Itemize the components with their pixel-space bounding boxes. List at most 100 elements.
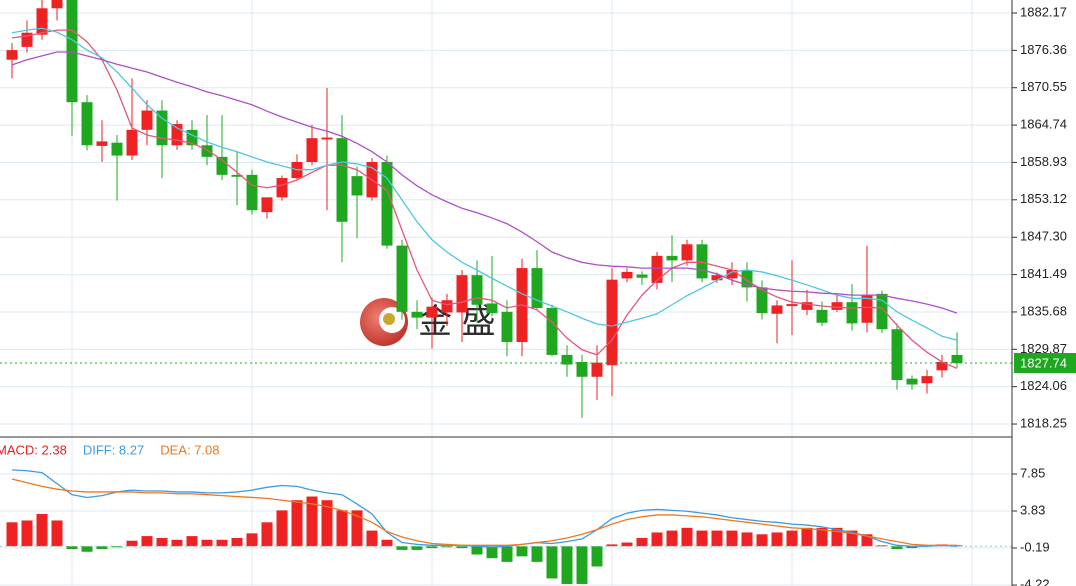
candle-body	[876, 293, 888, 330]
moving-average-line	[11, 27, 958, 341]
candle-body	[186, 129, 198, 146]
macd-line	[11, 469, 958, 548]
last-price-label: 1827.74	[1020, 355, 1067, 370]
candle-body	[561, 354, 573, 365]
macd-bar	[381, 539, 393, 547]
candle-body	[336, 138, 348, 222]
candle-body	[936, 361, 948, 371]
candle-body	[426, 306, 438, 318]
macd-bar	[576, 546, 588, 584]
macd-bar	[186, 536, 198, 547]
y-tick-label: 1847.30	[1020, 229, 1067, 244]
macd-bar	[201, 539, 213, 547]
candle-body	[906, 378, 918, 385]
macd-bar	[321, 500, 333, 547]
logo-dot	[383, 313, 395, 325]
candle-body	[321, 137, 333, 140]
candle-body	[591, 362, 603, 377]
macd-bar	[681, 527, 693, 547]
macd-bar	[396, 546, 408, 550]
macd-bar	[486, 546, 498, 559]
candle-body	[546, 307, 558, 355]
legend-entry: DEA: 7.08	[160, 442, 219, 457]
macd-bar	[21, 520, 33, 547]
candle-body	[381, 161, 393, 246]
y-tick-label: 1835.68	[1020, 303, 1067, 318]
y-tick-label: 1824.06	[1020, 378, 1067, 393]
macd-bar	[6, 522, 18, 547]
macd-bar	[336, 510, 348, 547]
last-price-box	[1014, 353, 1076, 374]
macd-bar	[141, 536, 153, 547]
macd-bar	[351, 510, 363, 547]
candle-body	[246, 174, 258, 211]
macd-bar	[846, 530, 858, 547]
macd-bar	[456, 546, 468, 549]
legend-entry: MACD: 2.38	[0, 442, 67, 457]
macd-plot	[0, 469, 1012, 584]
candle-body	[411, 311, 423, 318]
y-tick-label: 7.85	[1020, 465, 1045, 480]
candle-body	[531, 268, 543, 308]
y-tick-label: 1858.93	[1020, 154, 1067, 169]
macd-bar	[741, 532, 753, 547]
candle-body	[51, 0, 63, 9]
candle-body	[651, 255, 663, 283]
y-tick-label: 1853.12	[1020, 191, 1067, 206]
candle-body	[636, 274, 648, 278]
macd-bar	[291, 500, 303, 547]
candle-body	[6, 50, 18, 60]
candle-body	[891, 329, 903, 380]
candle-body	[666, 255, 678, 261]
candle-body	[846, 302, 858, 324]
macd-bar	[531, 546, 543, 562]
y-tick-label: 1870.55	[1020, 79, 1067, 94]
macd-bar	[606, 544, 618, 547]
macd-bar	[756, 534, 768, 547]
candle-body	[576, 361, 588, 377]
moving-average-line	[11, 51, 958, 314]
macd-bar	[126, 540, 138, 547]
candle-body	[621, 271, 633, 279]
macd-bar	[366, 530, 378, 547]
candle-body	[711, 275, 723, 281]
y-tick-label: 1841.49	[1020, 266, 1067, 281]
candle-body	[96, 141, 108, 146]
candle-body	[36, 8, 48, 35]
candle-body	[171, 124, 183, 146]
y-tick-label: 1829.87	[1020, 341, 1067, 356]
legend-entry: DIFF: 8.27	[83, 442, 144, 457]
macd-bar	[861, 534, 873, 547]
macd-bar	[696, 530, 708, 547]
candle-body	[681, 244, 693, 261]
y-tick-label: -0.19	[1020, 539, 1050, 554]
watermark: 金 盛	[360, 298, 495, 346]
candle-body	[696, 244, 708, 279]
candle-body	[471, 275, 483, 305]
candle-body	[141, 110, 153, 130]
candle-body	[861, 295, 873, 323]
macd-bar	[726, 530, 738, 547]
candle-body	[111, 142, 123, 156]
candle-body	[786, 304, 798, 307]
macd-bar	[621, 542, 633, 547]
macd-bar	[231, 537, 243, 547]
macd-bar	[546, 546, 558, 579]
macd-bar	[771, 532, 783, 547]
candle-body	[801, 302, 813, 310]
y-tick-label: 1864.74	[1020, 117, 1067, 132]
candle-body	[126, 129, 138, 156]
macd-bar	[636, 537, 648, 547]
candle-body	[726, 270, 738, 279]
candle-body	[741, 270, 753, 288]
candle-body	[21, 32, 33, 47]
macd-bar	[66, 546, 78, 549]
y-tick-label: -4.22	[1020, 577, 1050, 586]
macd-bar	[816, 527, 828, 547]
macd-bar	[411, 546, 423, 550]
macd-bar	[216, 539, 228, 547]
macd-bar	[51, 520, 63, 547]
macd-bar	[666, 530, 678, 547]
macd-bar	[516, 546, 528, 557]
